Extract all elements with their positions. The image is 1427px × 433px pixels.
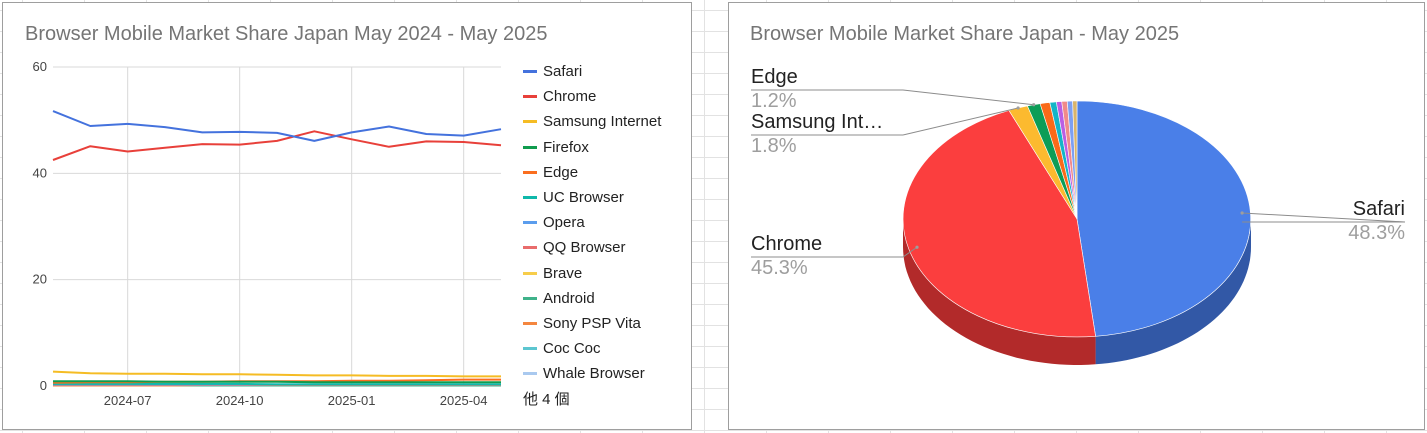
pie-leader-dot bbox=[1240, 211, 1244, 215]
x-tick-label: 2025-04 bbox=[440, 393, 488, 408]
legend-item-whale-browser[interactable]: Whale Browser bbox=[523, 361, 688, 386]
pie-leader-line bbox=[902, 89, 1034, 106]
legend-swatch bbox=[523, 70, 537, 74]
y-tick-label: 60 bbox=[33, 59, 47, 74]
series-line-uc-browser[interactable] bbox=[53, 382, 501, 386]
pie-side-chrome bbox=[903, 219, 1096, 365]
line-chart-panel[interactable]: Browser Mobile Market Share Japan May 20… bbox=[2, 2, 692, 430]
y-tick-label: 40 bbox=[33, 165, 47, 180]
series-line-safari[interactable] bbox=[52, 110, 502, 142]
line-chart-legend: Safari Chrome Samsung Internet Firefox Edge U… bbox=[523, 59, 688, 411]
pie-leader-line bbox=[902, 107, 1019, 136]
pie-slice-chrome[interactable] bbox=[902, 110, 1096, 338]
legend-label: UC Browser bbox=[543, 189, 624, 207]
legend-item-sony-psp-vita[interactable]: Sony PSP Vita bbox=[523, 311, 688, 336]
legend-item-firefox[interactable]: Firefox bbox=[523, 135, 688, 160]
legend-swatch bbox=[523, 196, 537, 200]
line-chart-title: Browser Mobile Market Share Japan May 20… bbox=[25, 23, 548, 45]
legend-swatch bbox=[523, 221, 537, 225]
series-line-chrome[interactable] bbox=[52, 130, 502, 161]
pie-chart-title: Browser Mobile Market Share Japan - May … bbox=[750, 23, 1180, 45]
pie-label-name: Samsung Int… bbox=[751, 111, 883, 133]
x-tick-label: 2025-01 bbox=[328, 393, 376, 408]
legend-item-opera[interactable]: Opera bbox=[523, 210, 688, 235]
legend-swatch bbox=[523, 145, 537, 149]
legend-item-qq-browser[interactable]: QQ Browser bbox=[523, 235, 688, 260]
legend-label: Coc Coc bbox=[543, 340, 601, 358]
legend-label: Brave bbox=[543, 264, 583, 282]
legend-item-safari[interactable]: Safari bbox=[523, 59, 688, 84]
pie-leader-dot bbox=[1032, 103, 1036, 107]
pie-label-value: 48.3% bbox=[1348, 222, 1405, 244]
y-tick-label: 20 bbox=[33, 272, 47, 287]
legend-label: Chrome bbox=[543, 88, 597, 106]
pie-leader-line bbox=[902, 246, 918, 258]
legend-item-samsung-internet[interactable]: Samsung Internet bbox=[523, 109, 688, 134]
pie-side-safari bbox=[1095, 219, 1251, 365]
legend-label: Safari bbox=[543, 63, 583, 81]
pie-chart-panel[interactable]: Browser Mobile Market Share Japan - May … bbox=[728, 2, 1425, 430]
legend-swatch bbox=[523, 347, 537, 351]
legend-swatch bbox=[523, 120, 537, 124]
legend-label: Android bbox=[543, 289, 595, 307]
y-tick-label: 0 bbox=[40, 378, 47, 393]
legend-more-button[interactable]: 他 4 個 bbox=[523, 391, 570, 409]
pie-leader-line bbox=[1242, 212, 1406, 223]
legend-item-chrome[interactable]: Chrome bbox=[523, 84, 688, 109]
legend-label: Edge bbox=[543, 163, 579, 181]
legend-label: Firefox bbox=[543, 138, 589, 156]
series-line-firefox[interactable] bbox=[53, 380, 501, 384]
legend-label: QQ Browser bbox=[543, 239, 626, 257]
pie-label-value: 1.8% bbox=[751, 135, 797, 157]
legend-label: Sony PSP Vita bbox=[543, 314, 641, 332]
pie-leader-dot bbox=[1016, 106, 1020, 110]
legend-swatch bbox=[523, 296, 537, 300]
pie-label-value: 1.2% bbox=[751, 90, 797, 112]
series-line-samsung-internet[interactable] bbox=[52, 370, 501, 378]
pie-label-value: 45.3% bbox=[751, 257, 808, 279]
legend-item-android[interactable]: Android bbox=[523, 286, 688, 311]
legend-label: Opera bbox=[543, 214, 585, 232]
pie-label-name: Chrome bbox=[751, 233, 822, 255]
legend-swatch bbox=[523, 271, 537, 275]
pie-label-name: Edge bbox=[751, 66, 798, 88]
legend-label: Samsung Internet bbox=[543, 113, 662, 131]
pie-slice-other[interactable] bbox=[1072, 100, 1078, 220]
pie-slice-safari[interactable] bbox=[1076, 100, 1251, 337]
legend-swatch bbox=[523, 170, 537, 174]
legend-label: Whale Browser bbox=[543, 365, 645, 383]
legend-swatch bbox=[523, 246, 537, 250]
pie-leader-dot bbox=[915, 245, 919, 249]
legend-swatch bbox=[523, 321, 537, 325]
pie-label-name: Safari bbox=[1353, 198, 1405, 220]
legend-item-brave[interactable]: Brave bbox=[523, 261, 688, 286]
line-chart-plot: 0 20 40 60 2024-07 2024-10 2025-01 2025-04 bbox=[33, 59, 502, 408]
x-tick-label: 2024-07 bbox=[104, 393, 152, 408]
legend-item-uc-browser[interactable]: UC Browser bbox=[523, 185, 688, 210]
x-tick-label: 2024-10 bbox=[216, 393, 264, 408]
legend-item-edge[interactable]: Edge bbox=[523, 160, 688, 185]
legend-swatch bbox=[523, 372, 537, 376]
legend-item-coc-coc[interactable]: Coc Coc bbox=[523, 336, 688, 361]
legend-swatch bbox=[523, 95, 537, 99]
